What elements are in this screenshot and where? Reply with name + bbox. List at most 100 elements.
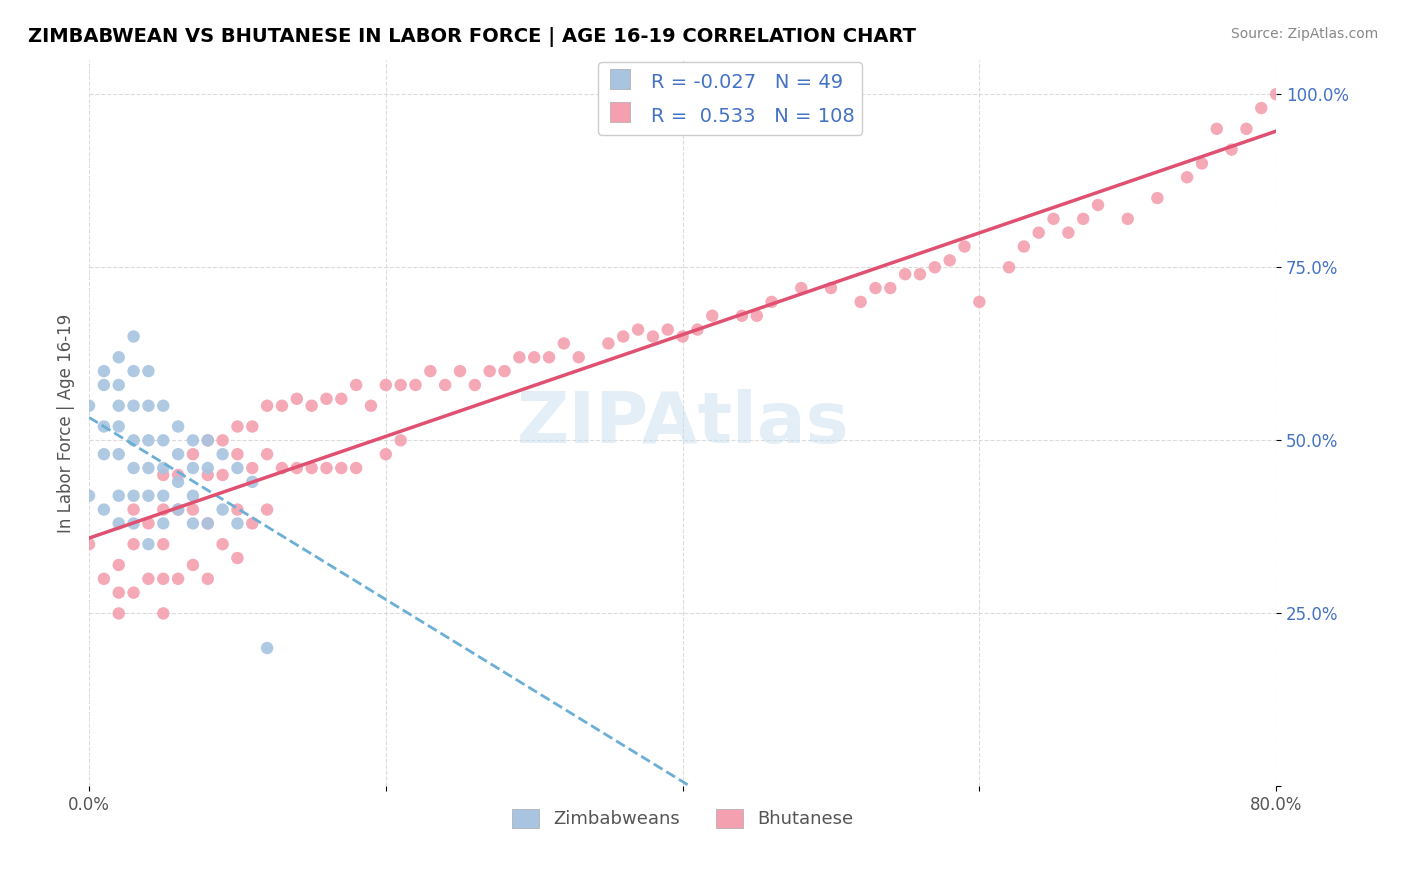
Point bbox=[211, 467, 233, 482]
Point bbox=[344, 461, 367, 475]
Point bbox=[301, 399, 323, 413]
Point bbox=[93, 364, 115, 378]
Point bbox=[240, 461, 263, 475]
Point bbox=[449, 364, 471, 378]
Point bbox=[256, 447, 278, 461]
Point bbox=[77, 399, 100, 413]
Legend: Zimbabweans, Bhutanese: Zimbabweans, Bhutanese bbox=[505, 802, 860, 836]
Point bbox=[152, 399, 174, 413]
Point bbox=[627, 322, 650, 336]
Point bbox=[197, 516, 219, 531]
Point bbox=[122, 585, 145, 599]
Point bbox=[240, 475, 263, 489]
Point bbox=[256, 399, 278, 413]
Point bbox=[107, 558, 129, 572]
Point bbox=[93, 502, 115, 516]
Point bbox=[138, 434, 160, 448]
Point bbox=[93, 378, 115, 392]
Point bbox=[731, 309, 754, 323]
Point bbox=[226, 502, 249, 516]
Point bbox=[1042, 211, 1064, 226]
Point bbox=[1012, 239, 1035, 253]
Point bbox=[879, 281, 901, 295]
Point bbox=[315, 392, 337, 406]
Point bbox=[1175, 170, 1198, 185]
Point bbox=[107, 607, 129, 621]
Point bbox=[1191, 156, 1213, 170]
Point bbox=[93, 447, 115, 461]
Point bbox=[271, 461, 294, 475]
Point bbox=[464, 378, 486, 392]
Point bbox=[197, 434, 219, 448]
Point bbox=[568, 351, 591, 365]
Point bbox=[197, 461, 219, 475]
Point bbox=[686, 322, 709, 336]
Point bbox=[181, 516, 204, 531]
Point bbox=[197, 516, 219, 531]
Point bbox=[122, 434, 145, 448]
Point bbox=[107, 489, 129, 503]
Point bbox=[537, 351, 560, 365]
Point bbox=[226, 419, 249, 434]
Point bbox=[107, 585, 129, 599]
Point bbox=[405, 378, 427, 392]
Point bbox=[138, 572, 160, 586]
Point bbox=[894, 267, 917, 281]
Point bbox=[107, 447, 129, 461]
Point bbox=[122, 399, 145, 413]
Point bbox=[107, 399, 129, 413]
Point bbox=[612, 329, 634, 343]
Point bbox=[641, 329, 664, 343]
Point bbox=[138, 537, 160, 551]
Point bbox=[478, 364, 501, 378]
Point bbox=[138, 516, 160, 531]
Point bbox=[745, 309, 768, 323]
Point bbox=[389, 378, 412, 392]
Point bbox=[107, 378, 129, 392]
Point bbox=[344, 378, 367, 392]
Point bbox=[374, 447, 396, 461]
Point bbox=[1265, 87, 1288, 102]
Point bbox=[181, 461, 204, 475]
Point bbox=[1220, 143, 1243, 157]
Point bbox=[1028, 226, 1050, 240]
Point bbox=[998, 260, 1021, 275]
Point bbox=[167, 572, 190, 586]
Point bbox=[285, 461, 308, 475]
Point bbox=[93, 419, 115, 434]
Point bbox=[122, 489, 145, 503]
Point bbox=[271, 399, 294, 413]
Point bbox=[152, 434, 174, 448]
Point bbox=[1146, 191, 1168, 205]
Point bbox=[152, 502, 174, 516]
Point bbox=[167, 419, 190, 434]
Point bbox=[122, 502, 145, 516]
Point bbox=[226, 551, 249, 566]
Text: ZIMBABWEAN VS BHUTANESE IN LABOR FORCE | AGE 16-19 CORRELATION CHART: ZIMBABWEAN VS BHUTANESE IN LABOR FORCE |… bbox=[28, 27, 917, 46]
Point bbox=[122, 364, 145, 378]
Point bbox=[93, 572, 115, 586]
Point bbox=[761, 294, 783, 309]
Point bbox=[211, 434, 233, 448]
Point bbox=[240, 419, 263, 434]
Point bbox=[256, 640, 278, 655]
Text: Source: ZipAtlas.com: Source: ZipAtlas.com bbox=[1230, 27, 1378, 41]
Point bbox=[211, 537, 233, 551]
Point bbox=[167, 475, 190, 489]
Point bbox=[138, 364, 160, 378]
Point bbox=[953, 239, 976, 253]
Point bbox=[197, 572, 219, 586]
Point bbox=[77, 537, 100, 551]
Point bbox=[330, 392, 353, 406]
Point bbox=[167, 502, 190, 516]
Point bbox=[315, 461, 337, 475]
Point bbox=[671, 329, 693, 343]
Point bbox=[1057, 226, 1080, 240]
Point bbox=[138, 399, 160, 413]
Point bbox=[181, 447, 204, 461]
Point bbox=[389, 434, 412, 448]
Point bbox=[107, 351, 129, 365]
Point bbox=[908, 267, 931, 281]
Point bbox=[226, 447, 249, 461]
Point bbox=[152, 607, 174, 621]
